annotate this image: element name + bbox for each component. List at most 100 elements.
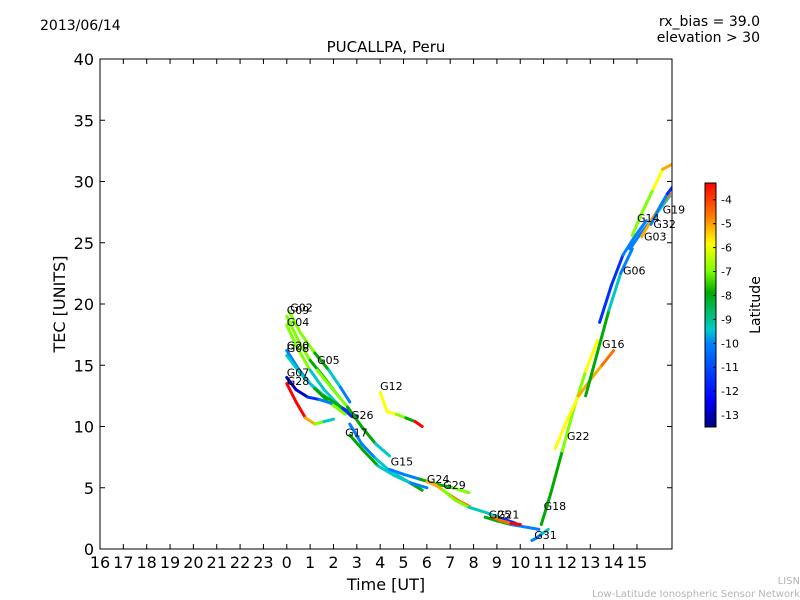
- series-segment: [453, 498, 471, 509]
- y-tick-layer: 0 5 10 15 20 25 30 35 40: [74, 50, 672, 559]
- series-segment: [467, 505, 487, 514]
- sat-label-g05: G05: [317, 354, 340, 367]
- x-tick-label: 20: [183, 553, 203, 572]
- colorbar-tick-layer: -4 -5 -6 -7 -8 -9 -10 -11 -12 -13: [713, 194, 739, 422]
- series-g05: [315, 368, 392, 458]
- series-segment: [322, 417, 335, 424]
- series-g17: [348, 433, 429, 490]
- series-g19: [649, 186, 672, 226]
- x-tick-label: 4: [375, 553, 385, 572]
- series-segment: [285, 323, 298, 348]
- series-segment: [649, 204, 662, 226]
- series-g31: [530, 527, 550, 542]
- x-tick-label: 22: [230, 553, 250, 572]
- series-segment: [285, 376, 298, 392]
- x-tick-label: 15: [627, 553, 647, 572]
- colorbar-tick-label: -9: [721, 313, 732, 326]
- y-tick-label: 0: [84, 540, 94, 559]
- series-segment: [359, 442, 377, 460]
- series-segment: [409, 481, 429, 490]
- sat-label-g26: G26: [351, 409, 374, 422]
- series-segment: [640, 219, 653, 239]
- colorbar-tick-label: -4: [721, 194, 732, 207]
- series-segment: [362, 449, 380, 468]
- elevation-label: elevation > 30: [656, 30, 760, 46]
- series-segment: [313, 420, 326, 426]
- series-segment: [500, 519, 513, 525]
- x-tick-label: 10: [510, 553, 530, 572]
- x-tick-label: 11: [533, 553, 553, 572]
- series-layer: [285, 162, 672, 542]
- x-tick-label: 13: [580, 553, 600, 572]
- series-segment: [402, 472, 422, 481]
- x-tick-label: 2: [328, 553, 338, 572]
- colorbar-tick-label: -7: [721, 266, 732, 279]
- series-segment: [308, 368, 326, 392]
- series-segment: [313, 387, 331, 404]
- series-g21: [490, 515, 522, 526]
- y-tick-label: 40: [74, 50, 94, 69]
- sat-label-g24: G24: [427, 473, 450, 486]
- x-tick-label: 5: [398, 553, 408, 572]
- series-segment: [296, 339, 312, 362]
- y-tick-label: 10: [74, 418, 94, 437]
- series-segment: [303, 416, 317, 426]
- series-segment: [285, 353, 303, 376]
- sat-label-g03: G03: [644, 230, 667, 243]
- y-tick-label: 20: [74, 295, 94, 314]
- sat-label-g14: G14: [637, 212, 660, 225]
- footer-org-short: LISN: [777, 576, 800, 587]
- colorbar-tick-label: -8: [721, 289, 732, 302]
- y-tick-label: 35: [74, 111, 94, 130]
- series-segment: [607, 271, 623, 312]
- series-segment: [565, 394, 581, 422]
- sat-label-g29: G29: [443, 479, 466, 492]
- x-tick-label: 9: [492, 553, 502, 572]
- series-segment: [285, 314, 300, 343]
- series-segment: [665, 186, 672, 196]
- series-segment: [598, 284, 613, 324]
- series-segment: [628, 233, 641, 251]
- series-segment: [560, 406, 576, 453]
- sat-label-g18: G18: [544, 500, 567, 513]
- sat-label-g31: G31: [534, 529, 557, 542]
- sat-label-g17: G17: [345, 426, 368, 439]
- series-segment: [348, 422, 363, 446]
- x-tick-label: 12: [557, 553, 577, 572]
- series-segment: [630, 211, 644, 237]
- footer-org-long: Low-Latitude Ionospheric Sensor Network: [592, 589, 800, 600]
- sat-label-g21: G21: [497, 508, 520, 521]
- y-tick-label: 25: [74, 234, 94, 253]
- series-g22: [553, 349, 616, 451]
- series-g12: [378, 390, 424, 428]
- series-segment: [640, 187, 655, 215]
- series-segment: [621, 235, 637, 257]
- series-segment: [294, 400, 307, 420]
- plot-frame: [99, 58, 673, 550]
- series-segment: [651, 167, 665, 191]
- series-segment: [385, 410, 399, 416]
- series-segment: [327, 368, 342, 389]
- series-g14: [630, 162, 672, 237]
- x-tick-label: 19: [160, 553, 180, 572]
- series-segment: [322, 394, 345, 410]
- series-segment: [287, 309, 303, 335]
- series-g06: [598, 219, 648, 324]
- series-segment: [490, 515, 504, 523]
- series-segment: [633, 219, 648, 239]
- series-segment: [376, 464, 396, 477]
- colorbar-tick-label: -13: [721, 409, 739, 422]
- series-segment: [434, 482, 455, 490]
- series-segment: [609, 253, 625, 288]
- y-axis-label: TEC [UNITS]: [50, 256, 69, 354]
- series-segment: [299, 372, 317, 391]
- y-tick-label: 30: [74, 173, 94, 192]
- series-g29: [441, 488, 518, 525]
- sat-label-g08: G08: [287, 342, 310, 355]
- series-segment: [661, 162, 672, 171]
- x-tick-label: 18: [137, 553, 157, 572]
- series-g07: [285, 376, 333, 405]
- series-segment: [285, 382, 298, 404]
- series-segment: [395, 412, 408, 420]
